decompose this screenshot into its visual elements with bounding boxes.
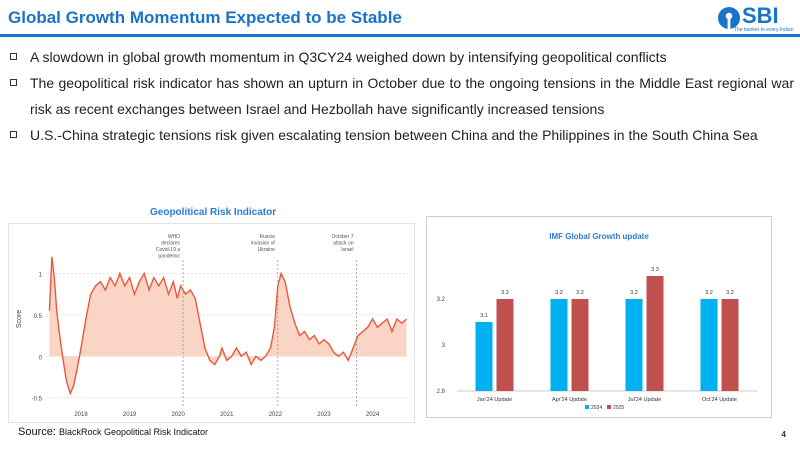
y-tick-label: -0.5 — [32, 397, 43, 403]
bullet-item: U.S.-China strategic tensions risk given… — [10, 122, 794, 148]
event-annotation: Covid-19 a — [156, 247, 180, 253]
bar-data-label: 3.2 — [630, 290, 638, 296]
imf-growth-chart-panel: IMF Global Growth update 2.8 3 3.2 3.1 3.2 Jan… — [426, 216, 772, 418]
event-annotation: declares — [161, 241, 180, 247]
y-tick-label: 0.5 — [34, 314, 43, 320]
y-tick-label: 3.2 — [437, 297, 446, 303]
bullet-item: The geopolitical risk indicator has show… — [10, 70, 794, 122]
bar — [625, 299, 643, 391]
bar — [571, 299, 589, 391]
geopolitical-risk-chart-panel: -0.5 0 0.5 1 Score WHO declares Covid-19 a pande… — [8, 223, 415, 423]
bullet-text: A slowdown in global growth momentum in … — [30, 49, 667, 65]
sbi-keyhole-icon — [718, 7, 740, 29]
x-tick-label: Oct'24 Update — [702, 397, 737, 403]
source-label: Source: — [18, 426, 56, 438]
x-tick-label: 2018 — [74, 412, 88, 418]
series-line — [48, 256, 408, 396]
bar-data-label: 3.2 — [576, 290, 584, 296]
sbi-logo: SBI The banker to every Indian — [716, 3, 793, 33]
bar — [700, 299, 718, 391]
checkbox-bullet-icon — [10, 79, 17, 86]
bar-data-label: 3.1 — [480, 313, 488, 319]
geo-chart-title: Geopolitical Risk Indicator — [150, 207, 277, 218]
x-tick-label: Apr'24 Update — [552, 397, 587, 403]
bar-data-label: 3.2 — [726, 290, 734, 296]
bullet-text: U.S.-China strategic tensions risk given… — [30, 127, 758, 143]
source-note: Source: BlackRock Geopolitical Risk Indi… — [18, 426, 208, 438]
x-tick-label: 2020 — [172, 412, 186, 418]
bar — [550, 299, 568, 391]
page-title: Global Growth Momentum Expected to be St… — [8, 8, 402, 27]
bar — [646, 276, 664, 391]
event-annotation: pandemic — [158, 254, 180, 260]
x-tick-label: 2019 — [123, 412, 137, 418]
y-tick-label: 0 — [39, 355, 43, 361]
bar-data-label: 3.2 — [501, 290, 509, 296]
title-divider — [0, 34, 800, 37]
legend-label: 2025 — [613, 405, 624, 411]
bar — [496, 299, 514, 391]
y-tick-label: 3 — [442, 343, 446, 349]
event-annotation: invasion of — [251, 241, 276, 247]
legend-label: 2024 — [591, 405, 602, 411]
x-tick-label: 2024 — [366, 412, 380, 418]
event-annotation: WHO — [168, 234, 180, 240]
checkbox-bullet-icon — [10, 131, 17, 138]
y-tick-label: 1 — [39, 272, 43, 278]
y-axis-label: Score — [16, 310, 23, 328]
x-tick-label: Jan'24 Update — [477, 397, 512, 403]
x-tick-label: 2021 — [220, 412, 234, 418]
bullet-item: A slowdown in global growth momentum in … — [10, 44, 794, 70]
event-annotation: October 7 — [332, 234, 354, 240]
event-annotation: attack on — [333, 241, 354, 247]
legend-swatch — [585, 405, 589, 409]
source-text: BlackRock Geopolitical Risk Indicator — [58, 427, 209, 437]
x-tick-label: Jul'24 Update — [628, 397, 661, 403]
event-annotation: Ukraine — [258, 247, 275, 253]
bullet-list: A slowdown in global growth momentum in … — [10, 44, 794, 148]
bar-data-label: 3.2 — [705, 290, 713, 296]
bar — [475, 322, 493, 391]
bullet-text: The geopolitical risk indicator has show… — [30, 75, 794, 117]
bar-data-label: 3.3 — [651, 267, 659, 273]
chart-title: IMF Global Growth update — [549, 232, 649, 241]
checkbox-bullet-icon — [10, 53, 17, 60]
event-annotation: Israel — [341, 247, 353, 253]
event-annotation: Russia — [260, 234, 276, 240]
logo-tagline: The banker to every Indian — [734, 27, 794, 33]
x-tick-label: 2022 — [269, 412, 283, 418]
x-tick-label: 2023 — [317, 412, 331, 418]
area-fill — [49, 256, 407, 394]
bar — [721, 299, 739, 391]
bar-data-label: 3.2 — [555, 290, 563, 296]
imf-growth-chart: IMF Global Growth update 2.8 3 3.2 3.1 3.2 Jan… — [437, 232, 757, 411]
logo-text: SBI — [742, 3, 779, 28]
page-number: 4 — [781, 430, 786, 439]
legend-swatch — [607, 405, 611, 409]
y-tick-label: 2.8 — [437, 389, 446, 395]
